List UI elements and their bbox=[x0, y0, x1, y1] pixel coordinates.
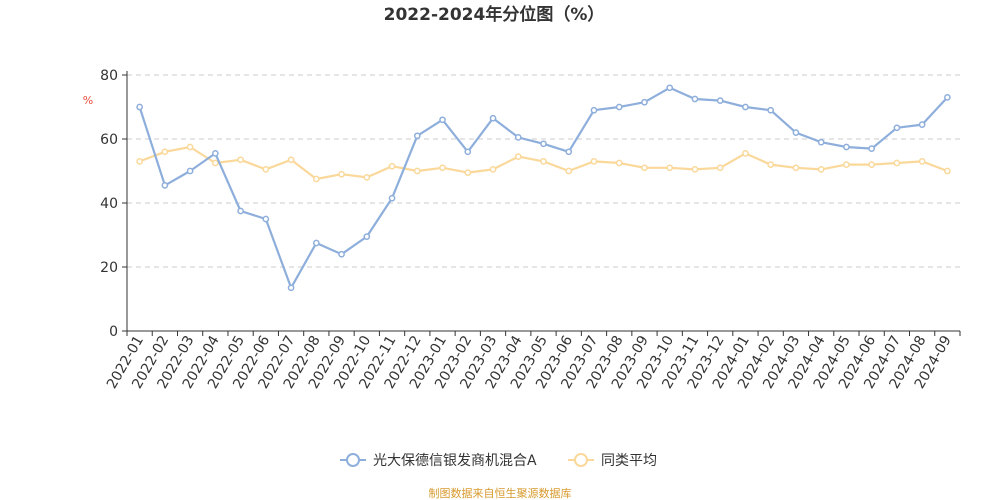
data-point[interactable] bbox=[590, 158, 598, 165]
grid-lines bbox=[127, 74, 960, 268]
data-point[interactable] bbox=[792, 164, 800, 172]
data-point[interactable] bbox=[767, 106, 775, 114]
x-tick-labels: 2022-012022-022022-032022-042022-052022-… bbox=[104, 333, 955, 392]
data-point[interactable] bbox=[540, 140, 547, 148]
data-point[interactable] bbox=[489, 166, 497, 173]
data-point[interactable] bbox=[211, 150, 219, 157]
data-point[interactable] bbox=[363, 233, 371, 240]
legend[interactable]: 光大保德信银发商机混合A 同类平均 bbox=[340, 453, 657, 469]
data-point[interactable] bbox=[514, 134, 522, 141]
data-point[interactable] bbox=[186, 143, 194, 151]
legend-marker bbox=[574, 453, 588, 467]
data-point[interactable] bbox=[287, 156, 295, 164]
data-point[interactable] bbox=[312, 175, 320, 183]
data-point[interactable] bbox=[237, 207, 244, 215]
data-point[interactable] bbox=[161, 182, 169, 189]
legend-item-2[interactable]: 同类平均 bbox=[568, 453, 657, 469]
data-point[interactable] bbox=[262, 215, 270, 223]
data-point[interactable] bbox=[868, 145, 876, 152]
y-axis-unit: % bbox=[83, 94, 93, 107]
legend-label: 光大保德信银发商机混合A bbox=[373, 453, 537, 469]
legend-marker bbox=[346, 453, 360, 467]
legend-label: 同类平均 bbox=[601, 453, 657, 469]
data-point[interactable] bbox=[590, 106, 598, 114]
data-point[interactable] bbox=[615, 159, 623, 167]
series-layer bbox=[136, 84, 951, 292]
data-point[interactable] bbox=[918, 121, 926, 128]
data-point[interactable] bbox=[514, 153, 522, 160]
data-point[interactable] bbox=[641, 164, 648, 172]
data-point[interactable] bbox=[262, 166, 270, 173]
data-point[interactable] bbox=[186, 167, 194, 175]
data-point[interactable] bbox=[388, 162, 396, 170]
data-point[interactable] bbox=[817, 138, 825, 146]
data-point[interactable] bbox=[918, 158, 926, 165]
data-point[interactable] bbox=[716, 97, 724, 104]
data-point[interactable] bbox=[742, 103, 749, 111]
y-tick-label: 40 bbox=[100, 196, 118, 212]
data-point[interactable] bbox=[413, 167, 421, 175]
series-1 bbox=[136, 84, 951, 292]
data-point[interactable] bbox=[540, 158, 547, 165]
data-point[interactable] bbox=[615, 103, 623, 111]
data-point[interactable] bbox=[691, 95, 699, 103]
data-point[interactable] bbox=[136, 103, 143, 111]
data-point[interactable] bbox=[868, 161, 876, 168]
data-point[interactable] bbox=[565, 148, 573, 156]
data-point[interactable] bbox=[489, 114, 497, 122]
data-point[interactable] bbox=[792, 129, 800, 136]
data-point[interactable] bbox=[388, 194, 396, 202]
y-tick-label: 20 bbox=[100, 260, 118, 276]
data-point[interactable] bbox=[464, 169, 472, 176]
y-tick-labels: 0 20 40 60 80 bbox=[100, 68, 118, 340]
data-point[interactable] bbox=[691, 166, 699, 173]
data-point[interactable] bbox=[893, 124, 901, 132]
y-tick-label: 80 bbox=[100, 68, 118, 84]
data-point[interactable] bbox=[944, 167, 951, 175]
source-note: 制图数据来自恒生聚源数据库 bbox=[429, 486, 572, 500]
data-point[interactable] bbox=[817, 166, 825, 173]
data-point[interactable] bbox=[211, 159, 219, 167]
data-point[interactable] bbox=[666, 164, 674, 172]
data-point[interactable] bbox=[161, 148, 169, 156]
data-point[interactable] bbox=[843, 161, 850, 168]
data-point[interactable] bbox=[312, 239, 320, 247]
data-point[interactable] bbox=[742, 150, 749, 157]
y-tick-label: 0 bbox=[109, 324, 118, 340]
data-point[interactable] bbox=[136, 158, 143, 165]
data-point[interactable] bbox=[287, 284, 295, 292]
data-point[interactable] bbox=[893, 159, 901, 167]
data-point[interactable] bbox=[767, 161, 775, 168]
legend-item-1[interactable]: 光大保德信银发商机混合A bbox=[340, 453, 537, 469]
data-point[interactable] bbox=[944, 94, 951, 101]
axes bbox=[122, 71, 961, 336]
chart-title: 2022-2024年分位图（%） bbox=[384, 4, 605, 25]
data-point[interactable] bbox=[338, 170, 345, 178]
series-2 bbox=[136, 143, 951, 183]
data-point[interactable] bbox=[363, 174, 371, 181]
data-point[interactable] bbox=[716, 164, 724, 172]
y-tick-label: 60 bbox=[100, 132, 118, 148]
series-line bbox=[138, 86, 949, 289]
data-point[interactable] bbox=[338, 250, 345, 258]
data-point[interactable] bbox=[413, 132, 421, 140]
data-point[interactable] bbox=[439, 116, 446, 124]
data-point[interactable] bbox=[439, 164, 446, 172]
data-point[interactable] bbox=[237, 156, 244, 164]
data-point[interactable] bbox=[565, 167, 573, 175]
data-point[interactable] bbox=[843, 143, 850, 151]
data-point[interactable] bbox=[641, 98, 648, 106]
data-point[interactable] bbox=[666, 84, 674, 92]
data-point[interactable] bbox=[464, 148, 472, 156]
